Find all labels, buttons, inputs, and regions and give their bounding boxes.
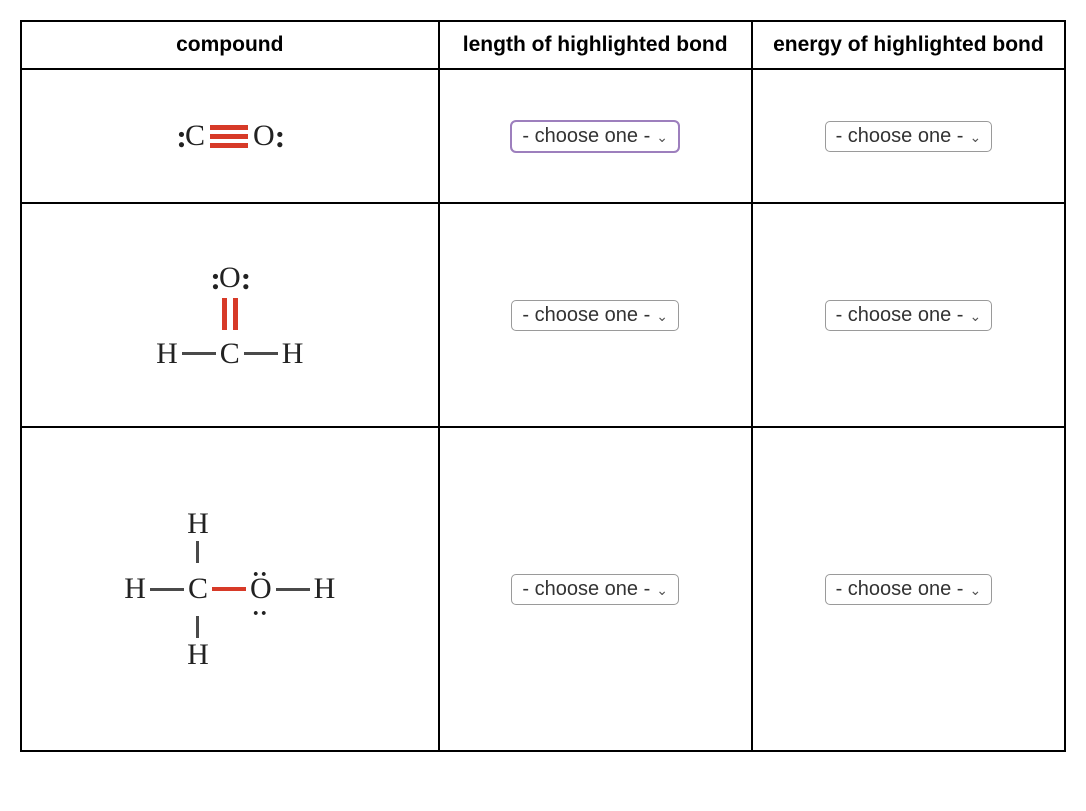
double-bond-highlighted xyxy=(219,298,241,335)
lone-pair-right: : xyxy=(275,120,284,152)
chevron-down-icon: ⌄ xyxy=(969,129,981,146)
lone-pair-right: : xyxy=(241,262,250,294)
atom-c: C xyxy=(185,121,205,151)
length-select-row3[interactable]: - choose one - ⌄ xyxy=(511,574,679,605)
lewis-structure-co: : C O : xyxy=(23,120,437,152)
atom-o-with-lone-pairs: .. O .. xyxy=(250,565,272,614)
single-bond-vertical xyxy=(196,616,199,638)
energy-cell: - choose one - ⌄ xyxy=(752,69,1065,203)
atom-o: O xyxy=(219,263,241,293)
atom-h: H xyxy=(124,574,146,604)
table-row: : O : H C H xyxy=(21,203,1065,427)
length-cell: - choose one - ⌄ xyxy=(439,427,752,751)
dropdown-value: - choose one - xyxy=(522,304,650,327)
single-bond xyxy=(182,352,216,355)
energy-select-row1[interactable]: - choose one - ⌄ xyxy=(825,121,993,152)
single-bond-highlighted xyxy=(212,587,246,591)
energy-select-row3[interactable]: - choose one - ⌄ xyxy=(825,574,993,605)
chevron-down-icon: ⌄ xyxy=(656,582,668,599)
atom-c: C xyxy=(220,339,240,369)
dropdown-value: - choose one - xyxy=(836,304,964,327)
lewis-structure-h2co: : O : H C H xyxy=(23,262,437,369)
length-select-row1[interactable]: - choose one - ⌄ xyxy=(511,121,679,152)
triple-bond-highlighted xyxy=(210,121,248,152)
length-cell: - choose one - ⌄ xyxy=(439,203,752,427)
single-bond xyxy=(150,588,184,591)
col-header-energy: energy of highlighted bond xyxy=(752,21,1065,69)
single-bond xyxy=(276,588,310,591)
atom-h: H xyxy=(314,574,336,604)
atom-h: H xyxy=(156,339,178,369)
bond-properties-table: compound length of highlighted bond ener… xyxy=(20,20,1066,752)
atom-h: H xyxy=(187,509,209,539)
atom-o: O xyxy=(253,121,275,151)
atom-h: H xyxy=(187,640,209,670)
energy-select-row2[interactable]: - choose one - ⌄ xyxy=(825,300,993,331)
length-cell: - choose one - ⌄ xyxy=(439,69,752,203)
compound-cell-co: : C O : xyxy=(21,69,439,203)
chevron-down-icon: ⌄ xyxy=(656,308,668,325)
single-bond-vertical xyxy=(196,541,199,563)
atom-c: C xyxy=(188,574,208,604)
energy-cell: - choose one - ⌄ xyxy=(752,203,1065,427)
single-bond xyxy=(244,352,278,355)
lone-pair-left: : xyxy=(210,262,219,294)
table-header-row: compound length of highlighted bond ener… xyxy=(21,21,1065,69)
energy-cell: - choose one - ⌄ xyxy=(752,427,1065,751)
col-header-compound: compound xyxy=(21,21,439,69)
lone-pair-left: : xyxy=(176,120,185,152)
compound-cell-h2co: : O : H C H xyxy=(21,203,439,427)
dropdown-value: - choose one - xyxy=(522,578,650,601)
chevron-down-icon: ⌄ xyxy=(656,129,668,146)
col-header-length: length of highlighted bond xyxy=(439,21,752,69)
dropdown-value: - choose one - xyxy=(836,578,964,601)
chevron-down-icon: ⌄ xyxy=(969,582,981,599)
length-select-row2[interactable]: - choose one - ⌄ xyxy=(511,300,679,331)
table-row: : C O : - choose one - ⌄ - choose one - xyxy=(21,69,1065,203)
chevron-down-icon: ⌄ xyxy=(969,308,981,325)
lone-pair-bottom: .. xyxy=(253,604,269,614)
compound-cell-ch3oh: H H ..O.. H H xyxy=(21,427,439,751)
atom-h: H xyxy=(282,339,304,369)
table-row: H H ..O.. H H xyxy=(21,427,1065,751)
dropdown-value: - choose one - xyxy=(522,125,650,148)
dropdown-value: - choose one - xyxy=(836,125,964,148)
lewis-structure-ch3oh: H H ..O.. H H xyxy=(23,509,437,670)
